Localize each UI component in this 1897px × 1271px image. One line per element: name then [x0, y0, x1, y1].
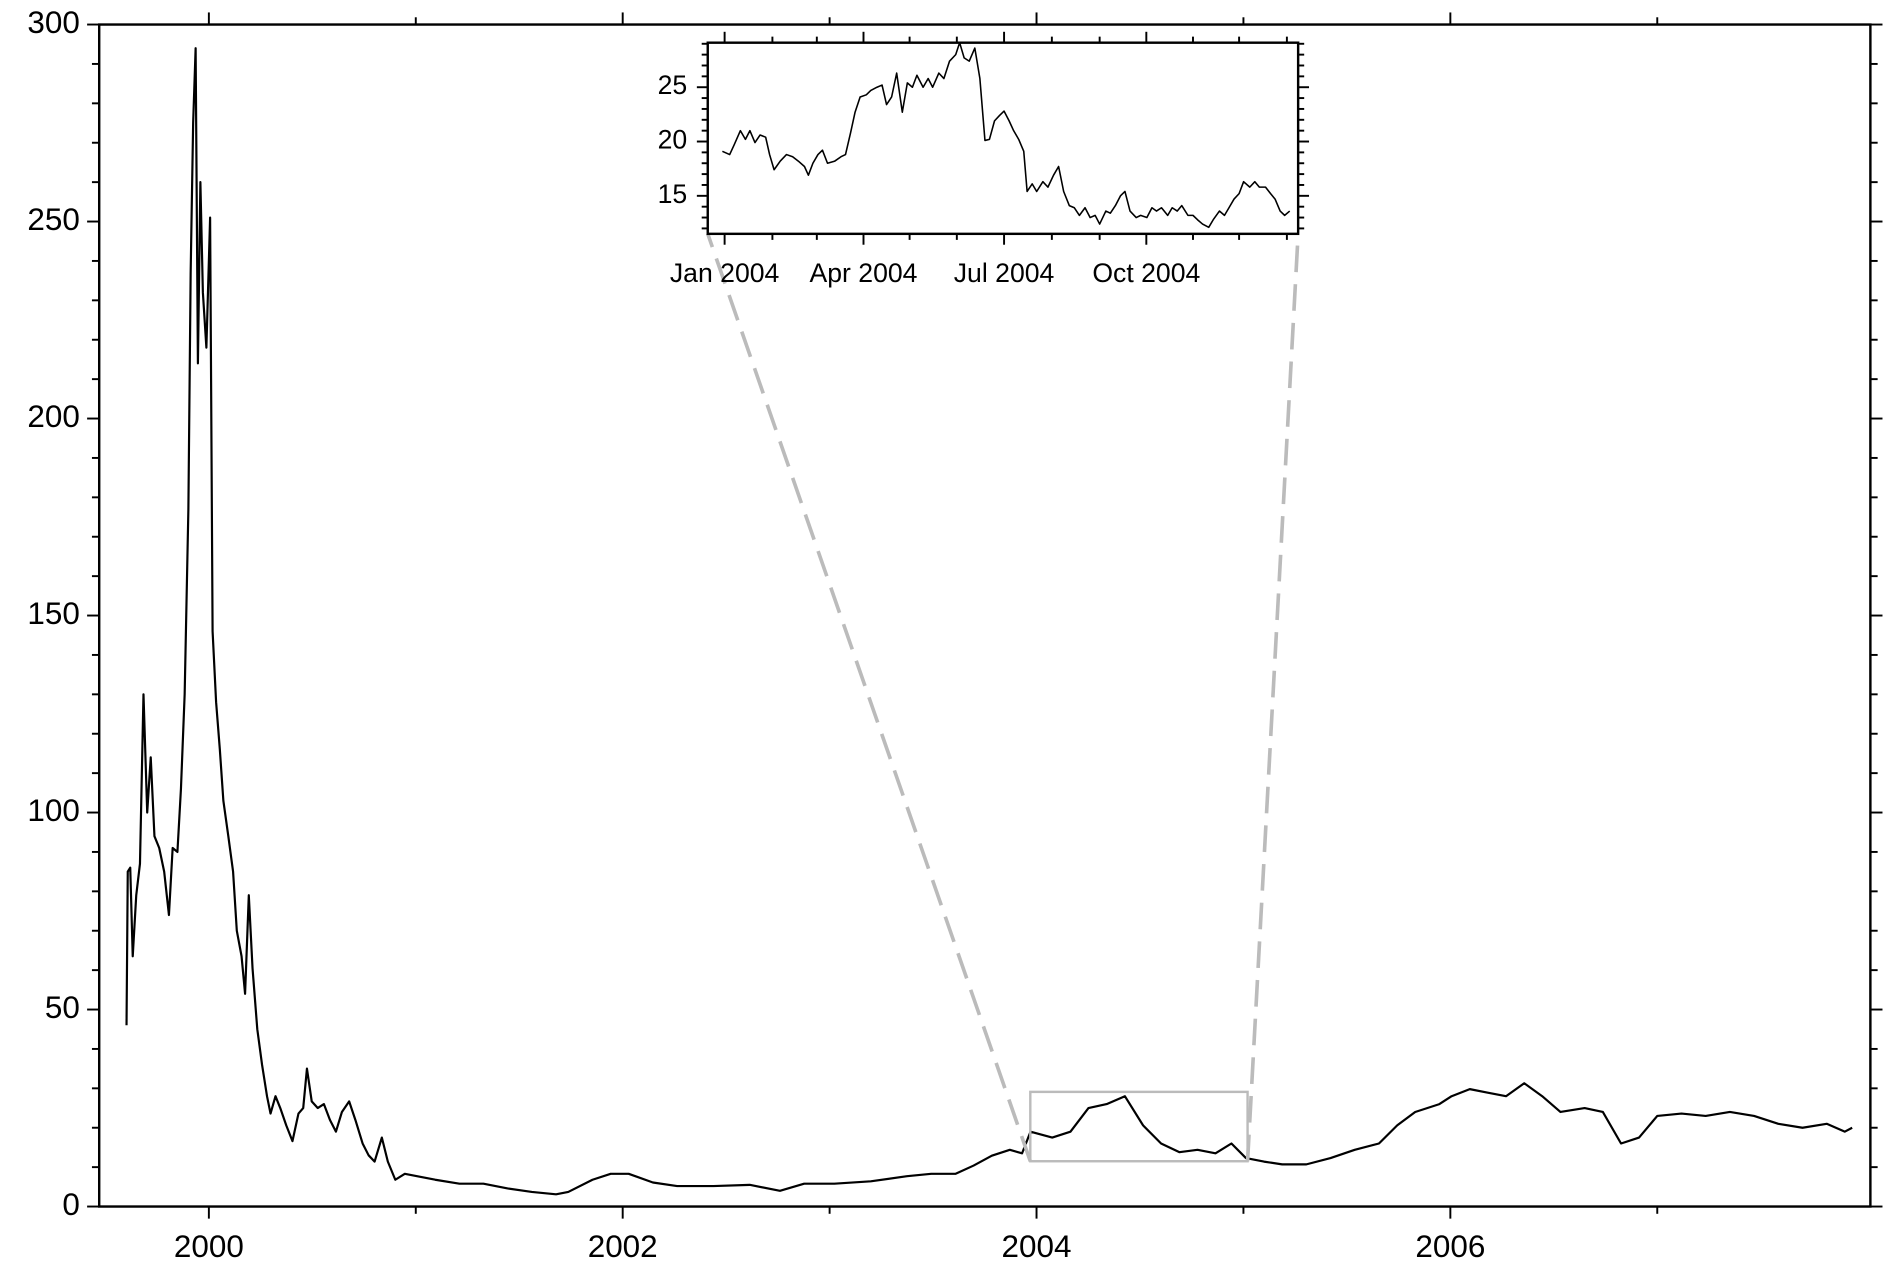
- x-tick-label: Jul 2004: [954, 258, 1055, 288]
- plot-background: [707, 42, 1299, 234]
- y-tick-label: 250: [27, 202, 79, 237]
- x-tick-label: 2002: [588, 1229, 658, 1264]
- plot-area: [125, 47, 1853, 1196]
- series-line: [125, 47, 1853, 1196]
- x-tick-label: Oct 2004: [1092, 258, 1200, 288]
- y-tick-label: 0: [62, 1187, 79, 1222]
- y-tick-label: 25: [658, 70, 688, 100]
- y-tick-label: 20: [658, 125, 688, 155]
- y-tick-label: 100: [27, 793, 79, 828]
- y-tick-label: 50: [45, 990, 80, 1025]
- x-tick-label: 2006: [1415, 1229, 1485, 1264]
- x-tick-label: 2000: [174, 1229, 244, 1264]
- series-line: [722, 42, 1291, 229]
- x-tick-label: 2004: [1002, 1229, 1072, 1264]
- y-tick-label: 15: [658, 179, 688, 209]
- x-tick-label: Apr 2004: [809, 258, 917, 288]
- axes-frame: [706, 41, 1300, 236]
- y-tick-label: 300: [27, 5, 79, 40]
- zoom-region: [1029, 1090, 1249, 1163]
- y-tick-label: 150: [27, 596, 79, 631]
- x-tick-label: Jan 2004: [670, 258, 780, 288]
- axes-frame: [97, 23, 1872, 1208]
- zoom-connector: [706, 233, 1033, 1162]
- plot-area: [722, 42, 1291, 229]
- y-tick-label: 200: [27, 399, 79, 434]
